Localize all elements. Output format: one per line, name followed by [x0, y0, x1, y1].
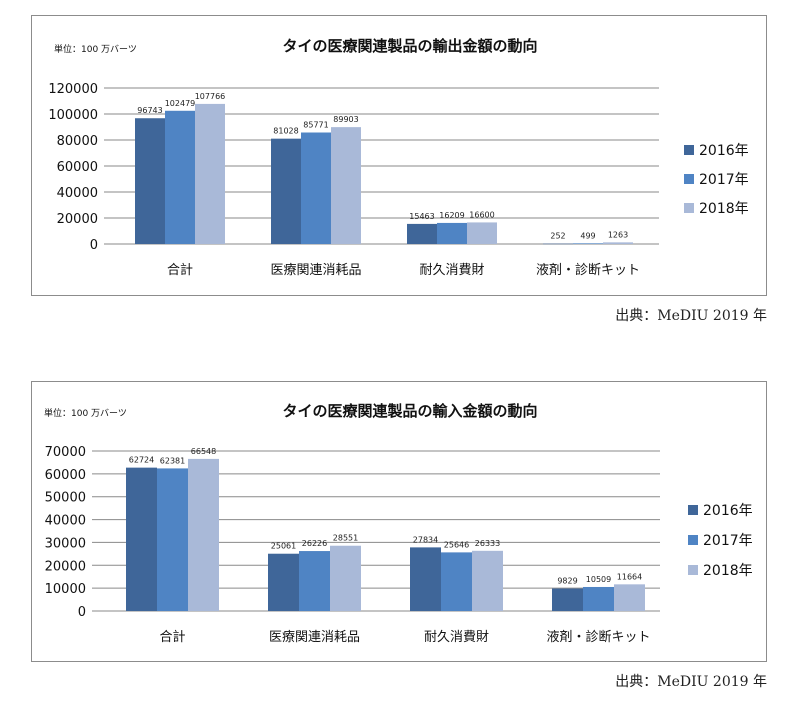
- bar: [188, 458, 219, 611]
- data-label: 15463: [409, 212, 434, 221]
- export-source-note: 出典：MeDIU 2019 年: [615, 308, 767, 324]
- bar: [472, 550, 503, 611]
- data-label: 16600: [469, 210, 494, 219]
- bar: [268, 553, 299, 611]
- data-label: 499: [580, 231, 595, 240]
- y-tick-label: 10000: [45, 582, 86, 597]
- y-tick-label: 100000: [48, 108, 98, 123]
- bar: [301, 132, 331, 244]
- x-tick-label: 医療関連消耗品: [269, 630, 360, 645]
- y-tick-label: 60000: [57, 160, 98, 175]
- y-tick-label: 50000: [45, 491, 86, 506]
- legend-swatch: [684, 145, 694, 155]
- bar: [407, 223, 437, 244]
- bar: [330, 545, 361, 611]
- legend-label: 2016年: [699, 143, 749, 159]
- chart-title: タイの医療関連製品の輸入金額の動向: [282, 402, 537, 420]
- data-label: 89903: [333, 115, 358, 124]
- y-tick-label: 70000: [45, 445, 86, 460]
- legend-swatch: [684, 203, 694, 213]
- data-label: 25061: [271, 542, 296, 551]
- data-label: 26333: [475, 539, 500, 548]
- legend-label: 2018年: [699, 201, 749, 217]
- bar: [573, 243, 603, 244]
- data-label: 102479: [165, 99, 196, 108]
- data-label: 62381: [160, 456, 185, 465]
- export-chart-panel: タイの医療関連製品の輸出金額の動向 単位：100 万バーツ 0 20000 40000 6…: [31, 15, 767, 296]
- bar: [195, 103, 225, 244]
- bar: [603, 242, 633, 244]
- y-tick-label: 20000: [57, 212, 98, 227]
- data-label: 96743: [137, 106, 162, 115]
- data-label: 10509: [586, 575, 611, 584]
- bar: [331, 127, 361, 244]
- data-label: 26226: [302, 539, 327, 548]
- data-label: 25646: [444, 540, 469, 549]
- bar: [271, 138, 301, 244]
- data-label: 107766: [195, 92, 226, 101]
- bar: [165, 110, 195, 244]
- y-tick-label: 60000: [45, 468, 86, 483]
- x-tick-label: 液剤・診断キット: [546, 629, 650, 645]
- bar: [583, 586, 614, 611]
- y-tick-label: 30000: [45, 536, 86, 551]
- legend-swatch: [684, 174, 694, 184]
- bar: [299, 551, 330, 611]
- bar: [441, 552, 472, 611]
- data-label: 9829: [557, 577, 577, 586]
- y-tick-label: 0: [90, 238, 98, 253]
- data-label: 27834: [413, 535, 438, 544]
- x-tick-label: 合計: [167, 262, 193, 278]
- bar: [467, 222, 497, 244]
- legend-swatch: [688, 535, 698, 545]
- y-tick-label: 40000: [57, 186, 98, 201]
- legend-label: 2017年: [699, 172, 749, 188]
- legend-swatch: [688, 505, 698, 515]
- data-label: 1263: [608, 230, 628, 239]
- x-tick-label: 耐久消費財: [424, 630, 489, 645]
- data-label: 28551: [333, 534, 358, 543]
- data-label: 62724: [129, 456, 154, 465]
- import-chart-panel: タイの医療関連製品の輸入金額の動向 単位：100 万バーツ 0 10000 20000 3…: [31, 381, 767, 662]
- unit-label: 単位：100 万バーツ: [44, 407, 127, 419]
- legend-label: 2018年: [703, 563, 753, 579]
- x-tick-label: 医療関連消耗品: [270, 263, 361, 278]
- unit-label: 単位：100 万バーツ: [54, 43, 137, 55]
- import-source-note: 出典：MeDIU 2019 年: [615, 674, 767, 690]
- y-tick-label: 40000: [45, 514, 86, 529]
- bar: [135, 118, 165, 244]
- y-tick-label: 20000: [45, 559, 86, 574]
- x-tick-label: 液剤・診断キット: [536, 262, 640, 278]
- data-label: 66548: [191, 447, 216, 456]
- y-tick-label: 0: [78, 605, 86, 620]
- x-tick-label: 合計: [159, 629, 185, 645]
- data-label: 252: [550, 232, 565, 241]
- bar: [614, 584, 645, 611]
- data-label: 11664: [617, 572, 642, 581]
- data-label: 85771: [303, 120, 328, 129]
- bar: [552, 588, 583, 611]
- data-label: 16209: [439, 211, 464, 220]
- y-tick-label: 80000: [57, 134, 98, 149]
- bar: [410, 547, 441, 611]
- y-tick-label: 120000: [48, 82, 98, 97]
- legend-label: 2016年: [703, 503, 753, 519]
- import-chart: タイの医療関連製品の輸入金額の動向 単位：100 万バーツ 0 10000 20000 3…: [44, 402, 753, 645]
- export-chart: タイの医療関連製品の輸出金額の動向 単位：100 万バーツ 0 20000 40000 6…: [48, 37, 749, 278]
- bar: [543, 243, 573, 245]
- bar: [126, 467, 157, 611]
- data-label: 81028: [273, 127, 298, 136]
- bar: [437, 222, 467, 244]
- chart-title: タイの医療関連製品の輸出金額の動向: [282, 37, 537, 55]
- legend-swatch: [688, 565, 698, 575]
- bar: [157, 468, 188, 611]
- x-tick-label: 耐久消費財: [419, 263, 484, 278]
- legend-label: 2017年: [703, 533, 753, 549]
